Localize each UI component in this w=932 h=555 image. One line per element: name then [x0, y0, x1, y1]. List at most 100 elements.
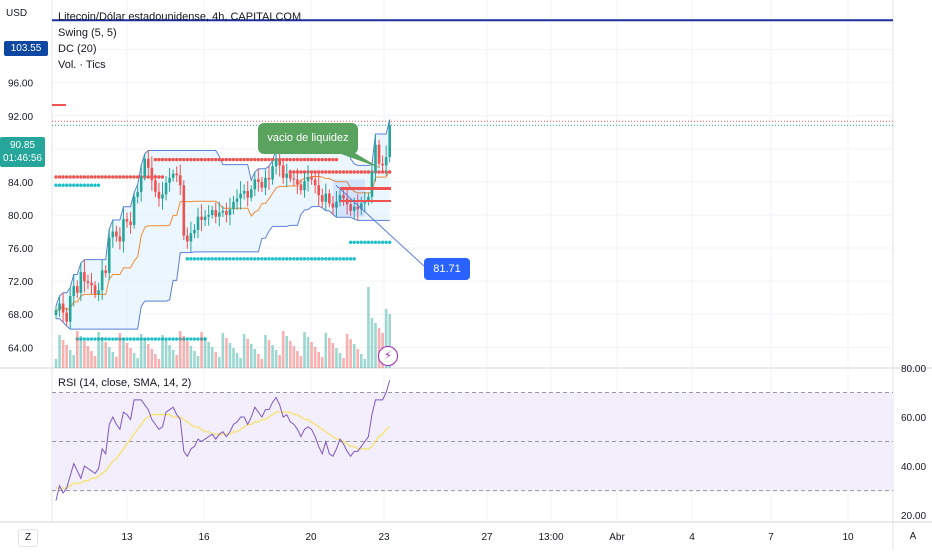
- swing-high-level-dot: [210, 157, 214, 162]
- swing-low-level-dot: [79, 183, 83, 187]
- x-tick-label: 13:00: [538, 532, 563, 543]
- swing-high-level-dot: [182, 157, 186, 162]
- volume-bar: [164, 340, 168, 368]
- swing-high-level-dot: [363, 170, 367, 174]
- swing-low-level-dot: [235, 257, 239, 261]
- swing-low-level-dot: [82, 337, 87, 341]
- swing-high-level-dot: [107, 175, 111, 179]
- candle-body: [264, 177, 267, 188]
- rsi-legend[interactable]: RSI (14, close, SMA, 14, 2): [58, 377, 192, 389]
- x-tick-label: 23: [378, 532, 390, 543]
- swing-low-level-dot: [274, 257, 278, 261]
- candle-body: [139, 176, 143, 192]
- swing-low-level-dot: [93, 337, 97, 341]
- currency-label: USD: [6, 8, 28, 19]
- symbol-title[interactable]: Litecoin/Dólar estadounidense, 4h, CAPIT…: [58, 11, 302, 23]
- swing-low-level-dot: [366, 240, 371, 245]
- candle-body: [324, 193, 328, 202]
- lightning-icon[interactable]: ⚡: [378, 346, 398, 366]
- volume-bar: [168, 345, 171, 368]
- swing-low-level-dot: [68, 183, 72, 187]
- candle-body: [97, 290, 100, 295]
- swing-high-level-dot: [292, 157, 296, 162]
- candle-body: [239, 193, 242, 199]
- swing-low-level-dot: [299, 257, 303, 261]
- dc-lower-line: [56, 205, 390, 330]
- indicator-swing[interactable]: Swing (5, 5): [58, 27, 117, 39]
- swing-low-level-dot: [196, 337, 200, 341]
- swing-high-level-dot: [160, 175, 165, 179]
- candle-body: [317, 185, 320, 196]
- swing-low-level-dot: [72, 183, 76, 187]
- candle-body: [292, 178, 296, 180]
- volume-bar: [360, 354, 363, 368]
- swing-high-level-dot: [206, 157, 211, 162]
- volume-bar: [235, 353, 239, 368]
- candle-body: [175, 173, 178, 176]
- indicator-dc[interactable]: DC (20): [58, 43, 97, 55]
- volume-bar: [132, 353, 136, 368]
- volume-bar: [363, 359, 367, 368]
- volume-bar: [328, 338, 331, 368]
- swing-high-level-dot: [178, 157, 182, 162]
- candle-body: [349, 204, 352, 211]
- candle-body: [118, 236, 122, 242]
- x-tick-label: 20: [305, 532, 317, 543]
- volume-bar: [157, 359, 161, 368]
- swing-low-level-dot: [217, 257, 221, 261]
- swing-high-level-dot: [153, 157, 158, 162]
- candle-body: [86, 281, 90, 283]
- swing-high-level-dot: [54, 175, 58, 179]
- swing-high-level-dot: [256, 157, 261, 162]
- candle-body: [150, 167, 154, 181]
- swing-high-level-dot: [146, 175, 150, 179]
- swing-low-level-dot: [249, 257, 253, 261]
- chart-legend: Litecoin/Dólar estadounidense, 4h, CAPIT…: [58, 9, 301, 73]
- swing-low-level-dot: [146, 337, 150, 341]
- candle-body: [104, 270, 107, 273]
- swing-high-level-dot: [171, 157, 175, 162]
- swing-high-level-dot: [57, 175, 62, 179]
- target-price-label[interactable]: 81.71: [424, 258, 470, 280]
- swing-low-level-dot: [377, 240, 381, 245]
- swing-low-level-dot: [175, 337, 179, 341]
- swing-high-level-dot: [214, 157, 218, 162]
- swing-low-level-dot: [341, 257, 346, 261]
- candle-body: [154, 180, 157, 192]
- swing-high-level-dot: [121, 175, 126, 179]
- swing-low-level-dot: [224, 257, 229, 261]
- swing-high-level-dot: [157, 175, 161, 179]
- liquidity-gap-callout[interactable]: vacio de liquidez: [258, 123, 358, 154]
- swing-high-level-dot: [356, 170, 360, 174]
- swing-low-level-dot: [185, 257, 190, 261]
- swing-high-level-dot: [79, 175, 83, 179]
- x-tick-label: 27: [481, 532, 493, 543]
- swing-low-level-dot: [384, 240, 388, 245]
- indicator-volume[interactable]: Vol. · Tics: [58, 59, 106, 71]
- swing-high-level-dot: [64, 175, 69, 179]
- zoom-button[interactable]: Z: [18, 529, 38, 547]
- volume-bar: [345, 334, 349, 368]
- swing-low-level-dot: [267, 257, 271, 261]
- swing-low-level-dot: [182, 337, 186, 341]
- swing-low-level-dot: [61, 183, 65, 187]
- auto-scale-button[interactable]: A: [909, 531, 917, 542]
- candle-body: [296, 179, 299, 185]
- swing-high-level-dot: [157, 157, 161, 162]
- candle-body: [157, 191, 161, 199]
- swing-high-level-dot: [338, 170, 342, 174]
- candle-body: [164, 182, 168, 195]
- swing-low-level-dot: [192, 337, 197, 341]
- candle-body: [136, 191, 139, 197]
- volume-bar: [281, 331, 285, 368]
- candle-body: [225, 210, 228, 216]
- y-tick-label: 68.00: [8, 310, 33, 321]
- swing-low-level-dot: [100, 337, 104, 341]
- swing-low-level-dot: [86, 183, 90, 187]
- swing-low-level-dot: [203, 337, 207, 341]
- swing-low-level-dot: [185, 337, 190, 341]
- volume-bar: [186, 341, 189, 368]
- volume-bar: [374, 323, 377, 368]
- swing-low-level-dot: [292, 257, 296, 261]
